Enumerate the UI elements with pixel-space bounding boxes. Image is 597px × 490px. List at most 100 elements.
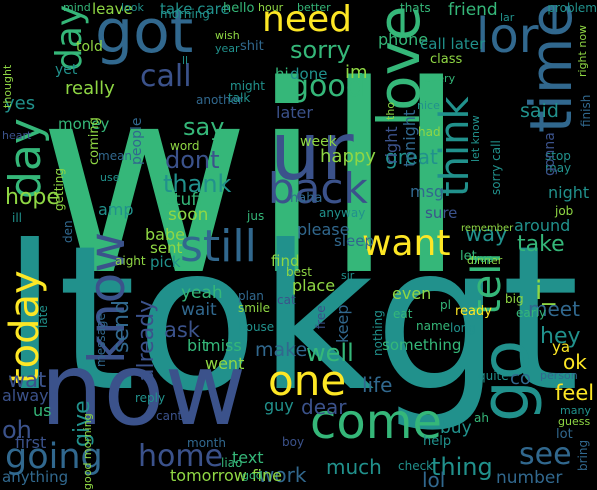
cloud-word: i_ xyxy=(535,276,556,306)
cloud-word: smile xyxy=(238,301,270,315)
cloud-word: sure xyxy=(425,204,458,222)
cloud-word: feel xyxy=(555,381,595,405)
cloud-word: ok xyxy=(563,350,587,374)
cloud-word: stuff xyxy=(165,190,204,210)
cloud-word: phone xyxy=(378,30,429,49)
cloud-word: remember xyxy=(461,223,514,234)
cloud-word: many xyxy=(560,404,591,417)
cloud-word: help xyxy=(423,434,452,449)
cloud-word: gonna xyxy=(542,132,558,176)
cloud-word: said xyxy=(520,100,559,122)
cloud-word: better xyxy=(297,1,331,14)
cloud-word: early xyxy=(516,306,547,320)
cloud-word: tomorrow fine xyxy=(170,466,282,485)
cloud-word: shit xyxy=(240,39,264,54)
cloud-word: look xyxy=(121,1,144,14)
cloud-word: house xyxy=(238,320,275,334)
cloud-word: every xyxy=(424,72,456,85)
cloud-word: job xyxy=(555,204,574,218)
cloud-word: well xyxy=(306,339,354,367)
cloud-word: take xyxy=(517,232,565,257)
cloud-word: den xyxy=(61,220,75,243)
cloud-word: night xyxy=(548,183,590,202)
cloud-word: stop xyxy=(545,149,571,163)
cloud-word: please xyxy=(297,220,350,239)
cloud-word: yet xyxy=(55,62,78,78)
cloud-word: aight xyxy=(115,254,146,268)
cloud-word: thought xyxy=(1,64,14,108)
cloud-word: quite xyxy=(478,369,509,383)
cloud-word: oh xyxy=(2,416,32,444)
cloud-word: people xyxy=(129,117,145,165)
cloud-word: use xyxy=(100,171,120,184)
cloud-word: make xyxy=(255,339,308,361)
cloud-word: even xyxy=(392,284,432,303)
cloud-word: person xyxy=(540,369,578,382)
cloud-word: wat xyxy=(8,368,47,392)
cloud-word: still xyxy=(180,221,257,272)
cloud-word: yup xyxy=(473,252,494,265)
cloud-word: god xyxy=(242,469,263,482)
cloud-word: now xyxy=(40,331,247,448)
cloud-word: right xyxy=(382,126,401,164)
cloud-word: number xyxy=(496,468,563,488)
cloud-word: first xyxy=(15,433,47,452)
cloud-word: call xyxy=(140,59,192,94)
cloud-word: wish xyxy=(215,29,240,42)
cloud-word: msg xyxy=(410,182,445,201)
cloud-word: ah xyxy=(474,411,489,425)
cloud-word: see xyxy=(519,437,572,472)
cloud-word: problem xyxy=(547,1,597,15)
cloud-word: heart xyxy=(2,129,32,142)
cloud-word: life xyxy=(362,373,393,397)
cloud-word: cat xyxy=(277,293,296,307)
cloud-word: will xyxy=(38,31,468,333)
cloud-word: want xyxy=(362,223,451,264)
cloud-word: haha xyxy=(290,191,323,206)
cloud-word: week xyxy=(300,134,337,150)
cloud-word: talk xyxy=(228,91,251,105)
cloud-word: good xyxy=(290,69,365,104)
cloud-word: getting xyxy=(52,168,66,211)
cloud-word: hour xyxy=(258,1,284,14)
cloud-word: later xyxy=(276,103,313,122)
cloud-word: bit xyxy=(187,336,208,355)
cloud-word: lol xyxy=(422,468,446,490)
cloud-word: something xyxy=(382,336,462,354)
cloud-word: anyway xyxy=(319,206,366,220)
cloud-word: come xyxy=(310,394,443,450)
cloud-word: leave xyxy=(92,0,133,18)
cloud-word: word xyxy=(170,139,200,153)
cloud-word: lor xyxy=(476,8,539,64)
cloud-word: jus xyxy=(247,209,265,223)
cloud-word: call later xyxy=(420,35,486,53)
cloud-word: guess xyxy=(558,415,591,428)
cloud-word: tho xyxy=(384,101,397,120)
cloud-word: one xyxy=(268,356,347,405)
cloud-word: say xyxy=(183,113,225,141)
cloud-word: babe xyxy=(145,225,185,244)
cloud-word: dont xyxy=(165,146,220,174)
cloud-word: sorry call xyxy=(489,140,503,195)
cloud-word: morning xyxy=(160,7,210,21)
cloud-word: ill xyxy=(12,211,23,225)
cloud-word: mind xyxy=(63,1,91,14)
cloud-word: take care xyxy=(160,0,230,18)
cloud-word: hey xyxy=(540,324,581,349)
cloud-word: amp xyxy=(98,200,134,219)
cloud-word: dinner xyxy=(467,254,503,267)
cloud-word: need xyxy=(262,0,352,40)
cloud-word: soon xyxy=(168,205,209,225)
cloud-word: us xyxy=(33,401,52,420)
cloud-word: home xyxy=(138,439,224,474)
cloud-word: im xyxy=(345,62,368,83)
cloud-word: got xyxy=(95,0,194,67)
cloud-word: text xyxy=(232,448,264,467)
cloud-word: wait xyxy=(181,300,217,320)
cloud-word: class xyxy=(430,52,463,67)
cloud-word: around xyxy=(514,216,571,235)
cloud-word: pick xyxy=(150,253,181,271)
cloud-word: lar xyxy=(500,11,515,24)
cloud-word: check xyxy=(398,459,434,473)
